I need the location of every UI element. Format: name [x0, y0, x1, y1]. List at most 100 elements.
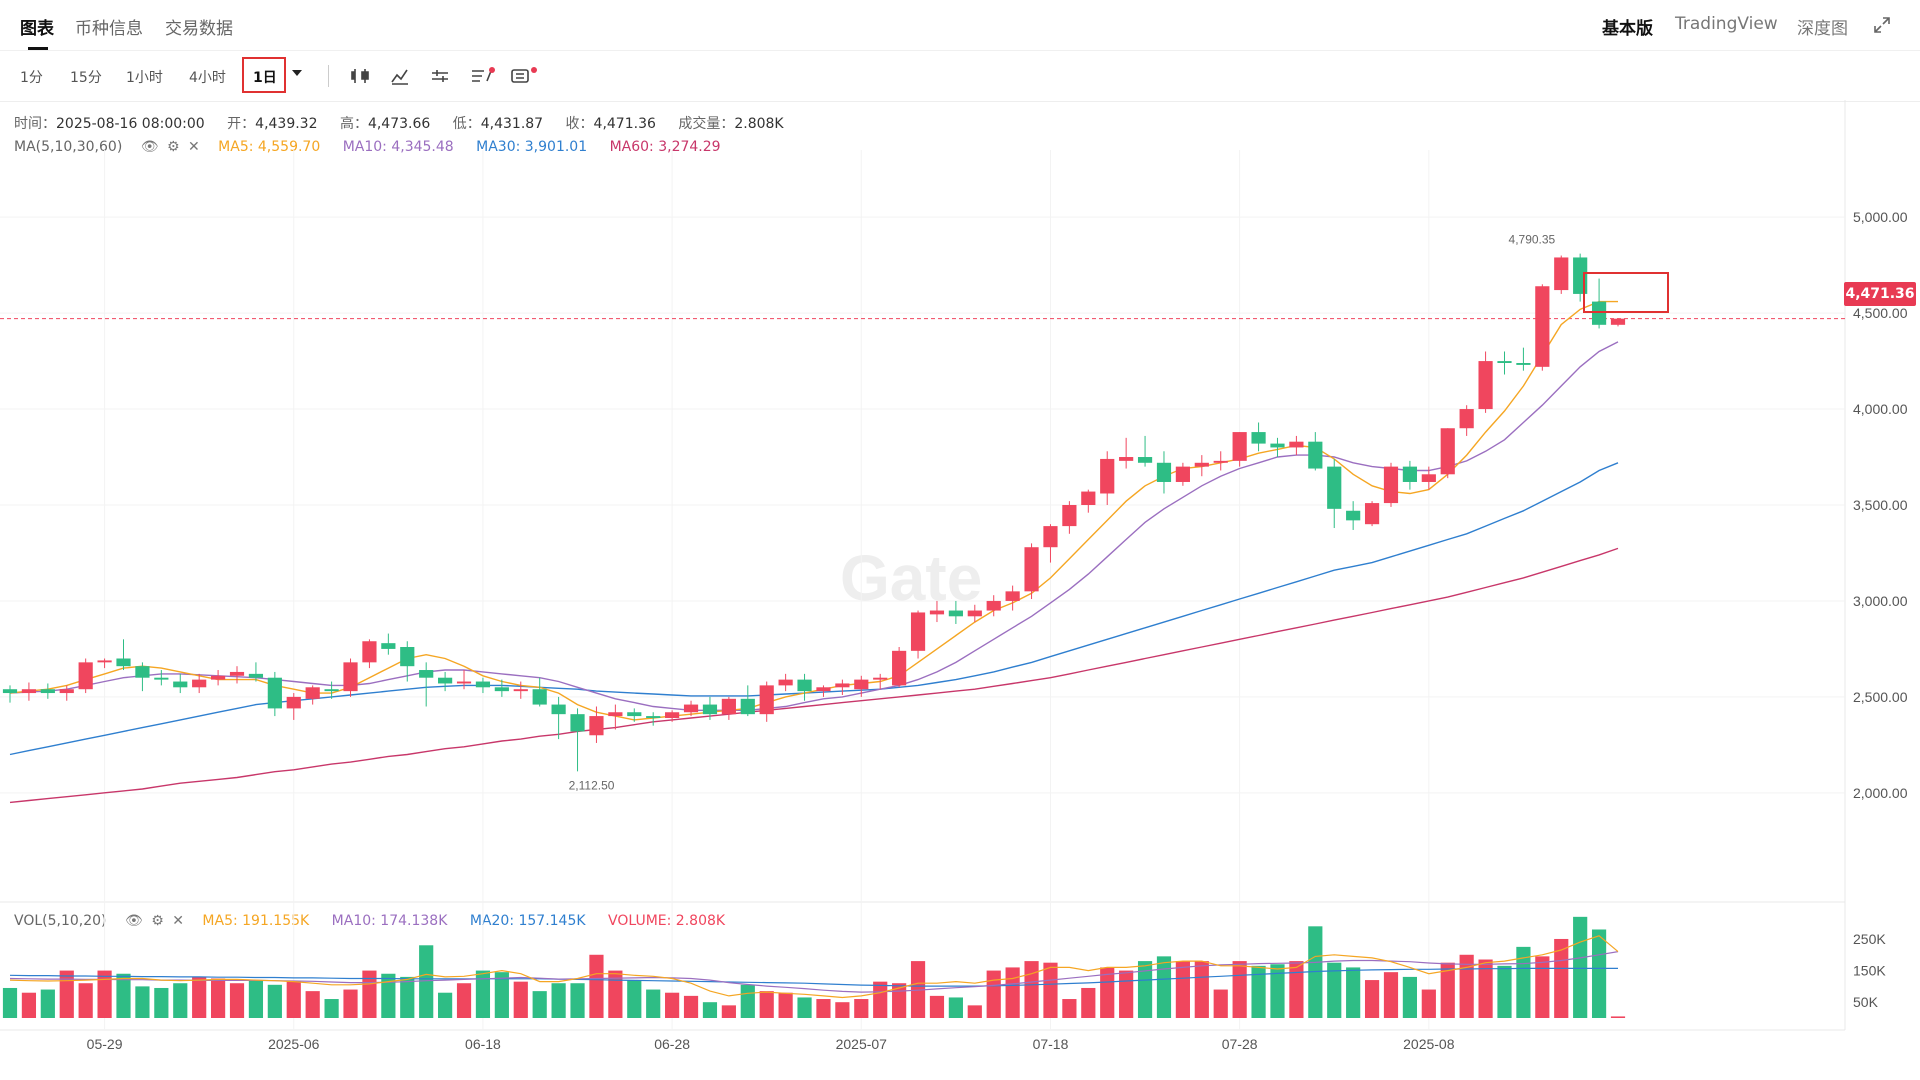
volume-bar	[1156, 956, 1172, 1018]
close-value: 4,471.36	[593, 116, 656, 132]
tab-chart[interactable]: 图表	[20, 19, 54, 39]
volume-bar	[1119, 970, 1134, 1018]
tab-depth[interactable]: 深度图	[1797, 19, 1848, 39]
interval-1m[interactable]: 1分	[20, 70, 43, 86]
candle-body	[229, 671, 245, 676]
y-tick-label: 2,000.00	[1853, 785, 1908, 801]
vol-ma5-line	[9, 935, 1619, 999]
layout-icon[interactable]	[510, 67, 538, 85]
fullscreen-icon[interactable]	[1873, 16, 1891, 34]
y-tick-label: 4,000.00	[1853, 401, 1908, 417]
volume-bar	[778, 992, 793, 1018]
time-label: 时间：	[14, 116, 56, 132]
volume-bar	[1497, 965, 1512, 1018]
vol-eye-icon[interactable]: 👁	[124, 913, 143, 929]
volume-bar	[343, 989, 358, 1018]
candle-body	[721, 698, 736, 715]
interval-4h[interactable]: 4小时	[189, 70, 226, 86]
volume-bar	[154, 987, 169, 1018]
volume-label: 成交量：	[678, 116, 735, 132]
candle-body	[1024, 547, 1039, 592]
interval-dropdown-icon[interactable]	[292, 70, 302, 76]
y-tick-label: 4,500.00	[1853, 305, 1908, 321]
candle-body	[1421, 474, 1436, 482]
tab-tradingview[interactable]: TradingView	[1675, 14, 1778, 34]
candle-body	[627, 712, 642, 717]
volume-bar	[1364, 980, 1380, 1018]
volume-bar	[854, 999, 869, 1018]
settings-adjust-icon[interactable]	[430, 67, 450, 85]
volume-value: 2.808K	[734, 116, 784, 132]
indicator-icon[interactable]	[390, 67, 410, 85]
y-tick-label: 5,000.00	[1853, 209, 1908, 225]
volume-bar	[192, 976, 207, 1018]
candle-body	[1289, 441, 1304, 448]
y-tick-label: 2,500.00	[1853, 689, 1908, 705]
volume-bar	[1440, 962, 1455, 1018]
candle-body	[1554, 257, 1569, 291]
volume-bar	[1402, 976, 1417, 1018]
candle-body	[1062, 505, 1077, 527]
volume-bar	[324, 999, 339, 1018]
volume-bar	[381, 973, 396, 1018]
close-label: 收：	[565, 116, 594, 132]
volume-bar	[286, 981, 301, 1018]
candle-body	[1232, 432, 1247, 461]
tab-coin-info[interactable]: 币种信息	[75, 19, 143, 39]
drawing-tools-icon[interactable]	[470, 67, 496, 85]
candle-body	[248, 673, 264, 678]
eye-icon[interactable]: 👁	[140, 139, 159, 155]
candle-body	[759, 685, 774, 715]
volume-bar	[1194, 961, 1209, 1018]
volume-bar	[1327, 962, 1342, 1018]
candle-body	[1213, 460, 1228, 463]
volume-bar	[608, 970, 623, 1018]
settings-icon[interactable]: ⚙	[166, 139, 180, 155]
candle-body	[551, 704, 566, 715]
interval-1d[interactable]: 1日	[253, 70, 277, 86]
candle-body	[1137, 457, 1153, 463]
volume-bar	[759, 991, 774, 1018]
volume-bar	[456, 983, 472, 1018]
volume-bar	[248, 980, 264, 1018]
vol-legend-title: VOL(5,10,20)	[14, 913, 107, 929]
vol-close-icon[interactable]: ✕	[172, 913, 184, 929]
candle-body	[1119, 457, 1134, 461]
vol-tick-label: 250K	[1853, 931, 1886, 947]
tab-basic[interactable]: 基本版	[1602, 19, 1653, 39]
candle-body	[513, 689, 528, 692]
volume-total-label: VOLUME: 2.808K	[608, 913, 726, 929]
y-tick-label: 3,500.00	[1853, 497, 1908, 513]
candle-body	[362, 641, 377, 663]
interval-1h[interactable]: 1小时	[126, 70, 163, 86]
volume-bar	[1213, 989, 1228, 1018]
ma30-line	[9, 462, 1619, 756]
candle-body	[286, 696, 301, 709]
candle-body	[116, 658, 131, 667]
close-icon[interactable]: ✕	[187, 139, 200, 155]
ma-legend-title: MA(5,10,30,60)	[14, 139, 123, 155]
volume-bar	[1478, 959, 1493, 1018]
open-value: 4,439.32	[255, 116, 318, 132]
volume-bar	[721, 1005, 736, 1018]
current-price-tag: 4,471.36	[1844, 282, 1916, 306]
volume-bar	[211, 978, 226, 1018]
volume-bar	[1535, 956, 1550, 1018]
y-tick-label: 3,000.00	[1853, 593, 1908, 609]
candle-body	[40, 689, 55, 694]
toolbar-divider	[328, 65, 329, 87]
vol-settings-icon[interactable]: ⚙	[151, 913, 164, 929]
candle-body	[1005, 591, 1020, 601]
volume-bar	[551, 983, 566, 1018]
candle-body	[1383, 466, 1399, 504]
candle-body	[835, 683, 850, 688]
volume-bar	[494, 972, 509, 1018]
volume-bar	[1024, 961, 1039, 1018]
price-annotation: 4,790.35	[1509, 232, 1556, 246]
ma60-line	[9, 547, 1619, 804]
interval-15m[interactable]: 15分	[70, 70, 102, 86]
candle-type-icon[interactable]	[350, 67, 370, 85]
candle-body	[343, 662, 358, 692]
ma5-label: MA5: 4,559.70	[218, 139, 321, 155]
tab-trade-data[interactable]: 交易数据	[165, 19, 233, 39]
